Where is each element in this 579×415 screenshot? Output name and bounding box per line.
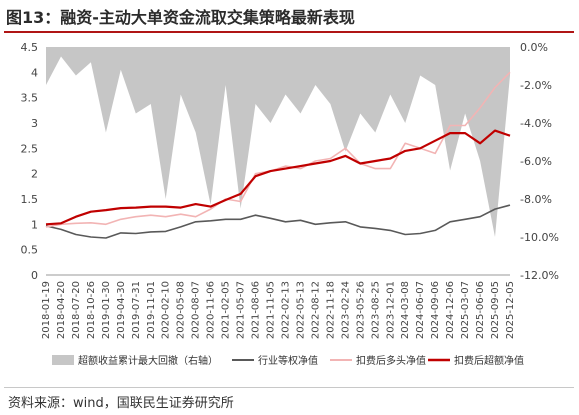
x-tick-label: 2025-03-07 (460, 281, 471, 339)
y-right-tick-label: -4.0% (520, 117, 552, 130)
legend-label: 超额收益累计最大回撤（右轴） (78, 354, 218, 367)
chart-title: 图13：融资-主动大单资金流取交集策略最新表现 (6, 8, 355, 27)
legend-label: 扣费后多头净值 (356, 354, 426, 367)
x-tick-label: 2019-04-30 (116, 281, 127, 339)
x-tick-label: 2022-11-18 (325, 281, 336, 339)
x-tick-label: 2025-06-06 (475, 281, 486, 339)
long-net-line (45, 71, 511, 228)
y-right-tick-label: -8.0% (520, 193, 552, 206)
x-tick-label: 2024-03-08 (400, 281, 411, 339)
y-left-tick-label: 4 (31, 66, 38, 79)
industry-equal-weight-line (45, 204, 511, 239)
x-tick-label: 2023-05-26 (355, 281, 366, 339)
x-tick-label: 2021-02-05 (221, 281, 232, 339)
x-tick-label: 2023-08-25 (370, 281, 381, 339)
x-tick-label: 2019-01-30 (101, 281, 112, 339)
x-tick-label: 2018-01-19 (41, 281, 52, 339)
x-tick-label: 2024-09-06 (430, 281, 441, 339)
legend-label: 行业等权净值 (258, 354, 318, 367)
title-rule (4, 31, 574, 33)
x-tick-label: 2021-08-06 (251, 281, 262, 339)
y-left-tick-label: 2.5 (21, 142, 39, 155)
y-left-tick-label: 3.5 (21, 92, 39, 105)
y-left-tick-label: 4.5 (21, 41, 39, 54)
x-tick-label: 2022-05-13 (295, 281, 306, 339)
x-tick-label: 2018-07-20 (71, 281, 82, 339)
x-tick-label: 2021-11-05 (266, 281, 277, 339)
excess-net-line (45, 129, 511, 226)
x-tick-label: 2020-11-06 (206, 281, 217, 339)
x-tick-label: 2020-08-07 (191, 281, 202, 339)
y-left-tick-label: 0.5 (21, 244, 39, 257)
x-tick-label: 2020-02-10 (161, 281, 172, 339)
y-right-tick-label: -2.0% (520, 79, 552, 92)
y-right-tick-label: -10.0% (520, 231, 559, 244)
x-tick-label: 2022-02-13 (280, 281, 291, 339)
y-left-tick-label: 1.5 (21, 193, 39, 206)
x-tick-label: 2018-04-20 (56, 281, 67, 339)
y-left-tick-label: 3 (31, 117, 38, 130)
source-note: 资料来源：wind，国联民生证券研究所 (8, 396, 234, 411)
x-tick-label: 2020-05-08 (176, 281, 187, 339)
x-tick-label: 2019-11-01 (146, 281, 157, 339)
x-tick-label: 2019-07-31 (131, 281, 142, 339)
x-tick-label: 2024-06-07 (415, 281, 426, 339)
legend-swatch-drawdown (52, 355, 74, 365)
chart-svg: 0 0.5 1 1.5 2 2.5 3 3.5 4 4.5 0.0% -2.0% -4.0% -6.0% -… (21, 41, 559, 367)
x-tick-label: 2022-08-12 (310, 281, 321, 339)
x-tick-label: 2023-12-01 (385, 281, 396, 339)
y-right-tick-label: -12.0% (520, 269, 559, 282)
y-left-tick-label: 0 (31, 269, 38, 282)
drawdown-area (46, 47, 510, 237)
y-left-tick-label: 2 (31, 168, 38, 181)
y-right-tick-label: -6.0% (520, 155, 552, 168)
legend-label: 扣费后超额净值 (454, 354, 524, 367)
x-tick-label: 2025-09-05 (490, 281, 501, 339)
x-tick-label: 2025-12-05 (505, 281, 516, 339)
y-right-tick-label: 0.0% (520, 41, 548, 54)
y-left-tick-label: 1 (31, 218, 38, 231)
footer-rule (4, 387, 574, 388)
x-tick-label: 2021-05-07 (236, 281, 247, 339)
x-tick-label: 2024-12-06 (445, 281, 456, 339)
x-tick-label: 2023-02-24 (340, 281, 351, 339)
x-tick-label: 2018-10-26 (86, 281, 97, 339)
